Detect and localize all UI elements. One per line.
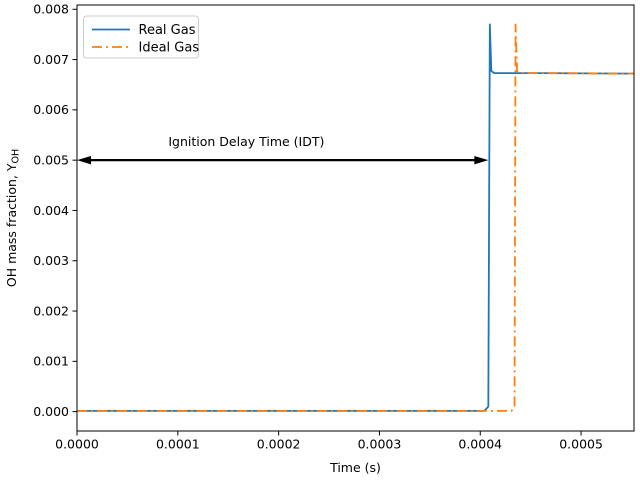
x-axis-tick-label: 0.0001	[156, 437, 200, 452]
y-axis-tick-label: 0.003	[33, 253, 69, 268]
y-axis-tick-label: 0.007	[33, 52, 69, 67]
y-axis-tick-label: 0.004	[33, 203, 69, 218]
y-axis-tick-label: 0.005	[33, 152, 69, 167]
axes-spines	[76, 4, 635, 432]
x-axis-tick-label: 0.0004	[458, 437, 502, 452]
x-axis-tick-label: 0.0003	[358, 437, 402, 452]
legend-label-real-gas: Real Gas	[139, 23, 196, 38]
idt-annotation-arrow	[77, 155, 489, 165]
x-axis-tick-label: 0.0002	[257, 437, 301, 452]
y-axis-tick-label: 0.006	[33, 102, 69, 117]
x-axis-tick-label: 0.0005	[559, 437, 603, 452]
y-axis-tick-label: 0.002	[33, 303, 69, 318]
series-line-ideal-gas	[77, 23, 635, 412]
legend: Real Gas Ideal Gas	[83, 15, 200, 59]
y-axis-tick-label: 0.008	[33, 2, 69, 17]
legend-label-ideal-gas: Ideal Gas	[139, 41, 200, 56]
y-axis-tick-label: 0.001	[33, 354, 69, 369]
series-line-real-gas	[77, 23, 635, 412]
y-axis-label: OH mass fraction, YOH	[4, 149, 22, 287]
y-axis-tick-label: 0.000	[33, 404, 69, 419]
idt-annotation-label: Ignition Delay Time (IDT)	[168, 134, 324, 149]
x-axis-label: Time (s)	[329, 460, 381, 475]
x-axis-tick-label: 0.0000	[55, 437, 99, 452]
